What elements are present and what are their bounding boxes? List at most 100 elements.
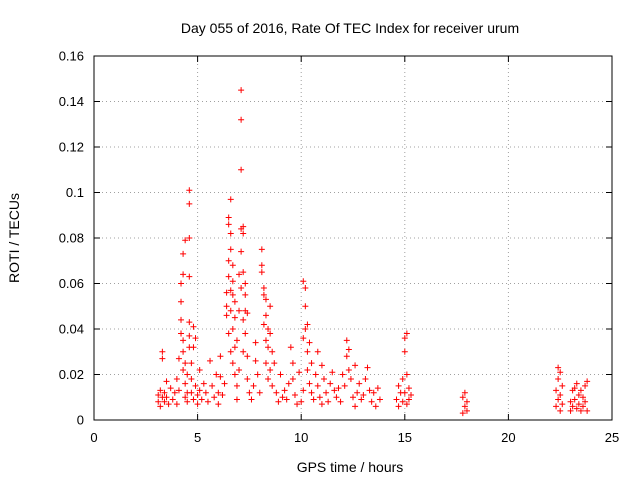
data-point	[238, 87, 245, 94]
data-point	[267, 303, 274, 310]
data-point	[178, 330, 185, 337]
y-axis-label: ROTI / TECUs	[6, 193, 22, 283]
data-point	[310, 396, 317, 403]
data-point	[227, 348, 234, 355]
data-point	[225, 330, 232, 337]
data-point	[227, 287, 234, 294]
data-point	[196, 387, 203, 394]
data-point	[256, 389, 263, 396]
data-point	[186, 319, 193, 326]
data-point	[180, 250, 187, 257]
data-point	[161, 389, 168, 396]
data-point	[175, 355, 182, 362]
data-point	[401, 389, 408, 396]
data-point	[233, 337, 240, 344]
data-point	[180, 271, 187, 278]
data-point	[202, 389, 209, 396]
data-point	[304, 348, 311, 355]
data-point	[358, 396, 365, 403]
data-point	[262, 296, 269, 303]
data-point	[231, 371, 238, 378]
y-tick-label: 0	[77, 413, 84, 428]
data-point	[302, 285, 309, 292]
data-point	[194, 391, 201, 398]
data-point	[401, 348, 408, 355]
data-point	[240, 269, 247, 276]
data-point	[553, 403, 560, 410]
data-point	[347, 376, 354, 383]
data-point	[248, 396, 255, 403]
data-point	[368, 398, 375, 405]
data-point	[463, 398, 470, 405]
data-point	[331, 387, 338, 394]
data-point	[217, 373, 224, 380]
data-point	[582, 382, 589, 389]
data-point	[236, 366, 243, 373]
data-point	[229, 262, 236, 269]
data-point	[289, 376, 296, 383]
data-point	[579, 403, 586, 410]
data-point	[192, 382, 199, 389]
data-point	[343, 353, 350, 360]
data-point	[169, 396, 176, 403]
data-point	[366, 387, 373, 394]
data-point	[327, 380, 334, 387]
data-point	[300, 387, 307, 394]
data-point	[304, 366, 311, 373]
data-point	[265, 326, 272, 332]
data-point	[577, 407, 584, 414]
data-point	[240, 316, 247, 323]
data-point	[314, 382, 321, 389]
x-tick-label: 15	[398, 430, 412, 445]
y-tick-label: 0.1	[66, 185, 84, 200]
data-point	[262, 360, 269, 367]
data-point	[463, 407, 470, 414]
data-point	[403, 371, 410, 378]
data-point	[229, 291, 236, 298]
data-point	[577, 387, 584, 394]
data-point	[265, 376, 272, 383]
data-point	[233, 382, 240, 389]
data-point	[298, 398, 305, 405]
data-point	[318, 401, 325, 408]
data-point	[333, 394, 340, 401]
data-point	[163, 394, 170, 401]
data-point	[223, 289, 230, 296]
data-point	[267, 330, 274, 337]
data-point	[352, 362, 359, 369]
data-point	[236, 307, 243, 314]
y-tick-label: 0.04	[59, 322, 84, 337]
data-point	[343, 337, 350, 344]
grid-lines	[94, 56, 612, 420]
y-tick-label: 0.06	[59, 276, 84, 291]
data-point	[271, 360, 278, 367]
data-point	[405, 396, 412, 403]
data-point	[399, 398, 406, 405]
data-point	[316, 394, 323, 401]
data-point	[352, 403, 359, 410]
data-point	[242, 291, 249, 298]
data-point	[260, 321, 267, 328]
data-point	[190, 323, 197, 330]
data-point	[584, 378, 591, 385]
data-point	[459, 394, 466, 401]
data-point	[173, 401, 180, 408]
data-point	[339, 371, 346, 378]
data-point	[553, 387, 560, 394]
data-point	[244, 353, 251, 360]
y-tick-label: 0.08	[59, 231, 84, 246]
data-point	[178, 298, 185, 305]
data-point	[281, 387, 288, 394]
data-point	[302, 303, 309, 310]
data-point	[559, 401, 566, 408]
data-point	[370, 389, 377, 396]
data-point	[374, 385, 381, 392]
data-point	[240, 223, 247, 230]
data-point	[555, 364, 562, 371]
data-point	[157, 387, 164, 394]
data-point	[559, 382, 566, 389]
data-point	[182, 380, 189, 387]
data-point	[207, 357, 214, 364]
data-point	[258, 269, 265, 276]
data-point	[575, 391, 582, 398]
